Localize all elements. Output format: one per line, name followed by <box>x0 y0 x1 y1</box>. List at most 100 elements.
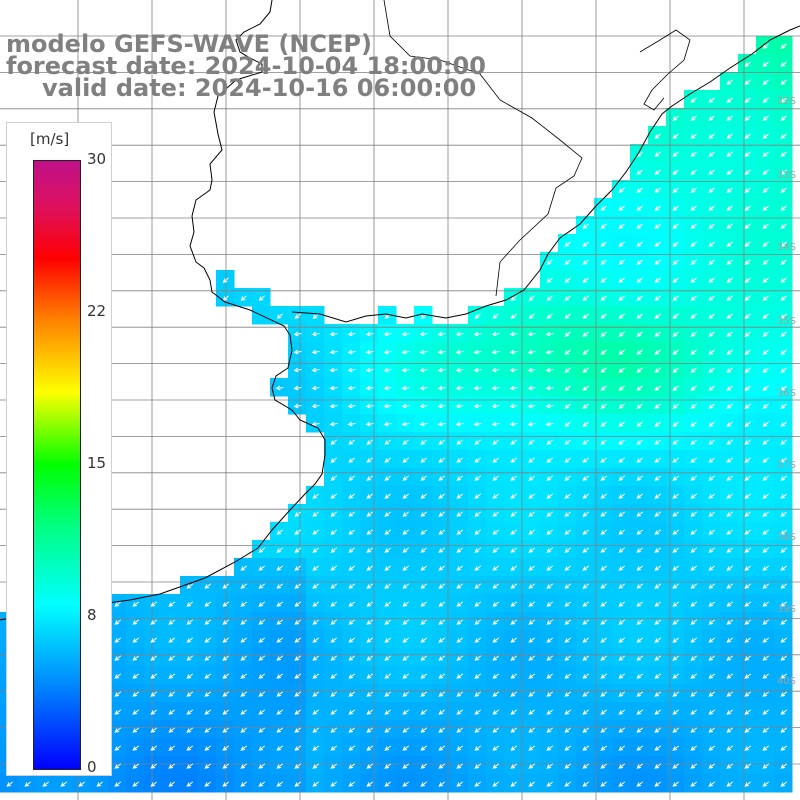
speed-cell <box>234 756 253 775</box>
wind-arrow <box>383 421 392 427</box>
wind-arrow <box>78 781 86 787</box>
speed-cell <box>540 450 559 469</box>
speed-cell <box>198 666 217 685</box>
coastline-uruguay <box>291 25 800 323</box>
wind-arrow <box>240 673 248 679</box>
speed-cell <box>396 486 415 505</box>
speed-cell <box>576 468 595 487</box>
wind-arrow <box>474 313 481 319</box>
speed-cell <box>684 396 703 415</box>
speed-cell <box>306 540 325 559</box>
wind-arrow <box>690 439 698 445</box>
speed-cell <box>306 378 325 397</box>
speed-cell <box>288 666 307 685</box>
wind-arrow <box>780 457 788 463</box>
wind-arrow <box>726 619 734 625</box>
speed-cell <box>234 666 253 685</box>
wind-arrow <box>473 349 482 355</box>
speed-cell <box>468 360 487 379</box>
speed-cell <box>684 414 703 433</box>
speed-cell <box>558 576 577 595</box>
wind-arrow <box>726 601 734 607</box>
wind-arrow <box>492 547 500 553</box>
wind-arrow <box>744 565 752 571</box>
wind-arrow <box>654 691 662 697</box>
speed-cell <box>702 90 721 109</box>
wind-arrow <box>510 295 517 301</box>
wind-arrow <box>744 475 752 481</box>
border-river <box>383 0 583 297</box>
wind-arrow <box>330 529 338 535</box>
wind-arrow <box>474 691 482 697</box>
speed-cell <box>774 360 793 379</box>
wind-arrow <box>186 727 194 733</box>
wind-arrow <box>564 331 572 337</box>
wind-arrow <box>672 709 680 715</box>
wind-arrow <box>708 493 716 499</box>
speed-cell <box>504 396 523 415</box>
wind-arrow <box>762 331 770 337</box>
wind-arrow <box>312 493 320 499</box>
wind-arrow <box>690 259 698 265</box>
speed-cell <box>432 774 451 793</box>
wind-arrow <box>780 115 788 121</box>
speed-cell <box>756 504 775 523</box>
speed-cell <box>702 648 721 667</box>
wind-arrow <box>582 655 590 661</box>
speed-cell <box>756 90 775 109</box>
wind-arrow <box>636 763 644 769</box>
speed-cell <box>306 522 325 541</box>
speed-cell <box>558 684 577 703</box>
speed-cell <box>702 252 721 271</box>
wind-arrow <box>672 169 680 175</box>
wind-arrow <box>672 673 680 679</box>
wind-arrow <box>654 745 662 751</box>
wind-arrow <box>365 385 374 391</box>
speed-cell <box>540 486 559 505</box>
wind-arrow <box>329 385 338 391</box>
wind-arrow <box>222 583 230 589</box>
speed-cell <box>180 576 199 595</box>
speed-cell <box>594 234 613 253</box>
wind-arrow <box>672 493 680 499</box>
wind-arrow <box>708 637 716 643</box>
wind-arrow <box>672 277 680 283</box>
speed-cell <box>774 450 793 469</box>
speed-cell <box>612 594 631 613</box>
speed-cell <box>630 504 649 523</box>
speed-cell <box>774 324 793 343</box>
speed-cell <box>576 576 595 595</box>
speed-cell <box>396 702 415 721</box>
speed-cell <box>684 342 703 361</box>
wind-arrow <box>726 511 734 517</box>
wind-arrow <box>456 673 464 679</box>
speed-cell <box>594 414 613 433</box>
wind-arrow <box>744 673 752 679</box>
wind-arrow <box>690 673 698 679</box>
speed-cell <box>702 288 721 307</box>
wind-arrow <box>366 493 374 499</box>
wind-arrow <box>762 349 770 355</box>
wind-arrow <box>708 475 716 481</box>
speed-cell <box>612 306 631 325</box>
wind-arrow <box>402 655 410 661</box>
speed-cell <box>252 288 271 307</box>
wind-arrow <box>708 745 716 751</box>
wind-arrow <box>780 565 788 571</box>
speed-cell <box>666 180 685 199</box>
speed-cell <box>378 612 397 631</box>
speed-cell <box>630 702 649 721</box>
wind-arrow <box>258 619 266 625</box>
speed-cell <box>360 396 379 415</box>
speed-cell <box>288 774 307 793</box>
speed-cell <box>558 666 577 685</box>
speed-cell <box>324 432 343 451</box>
speed-cell <box>774 666 793 685</box>
wind-arrow <box>384 727 392 733</box>
speed-cell <box>720 342 739 361</box>
speed-cell <box>648 558 667 577</box>
speed-cell <box>756 702 775 721</box>
speed-cell <box>594 396 613 415</box>
wind-arrow <box>726 565 734 571</box>
speed-cell <box>504 414 523 433</box>
